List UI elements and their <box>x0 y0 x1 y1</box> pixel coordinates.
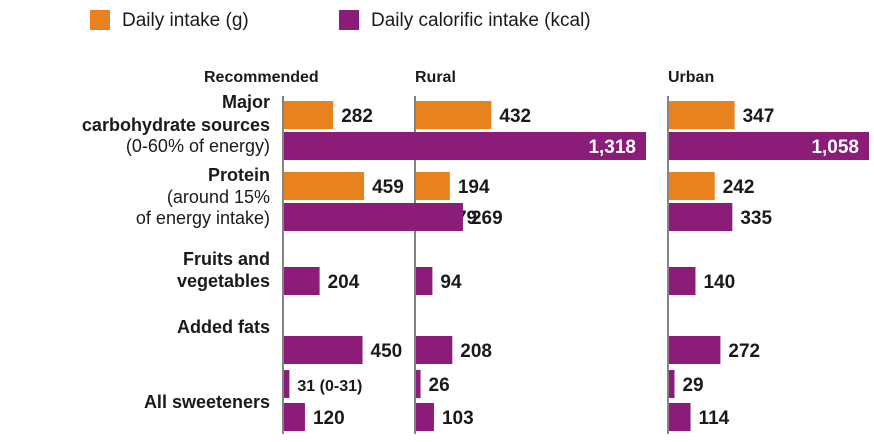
bar-carbs-intake-0-rural <box>416 101 492 129</box>
bar-carbs-intake-0-recommended <box>284 101 334 129</box>
category-label-fats-line-0: Added fats <box>177 317 270 337</box>
category-label-carbs-line-2: (0-60% of energy) <box>126 136 270 156</box>
bar-sweeteners-calories-1-rural <box>416 403 434 431</box>
value-label-protein-intake-0-recommended: 459 <box>372 177 404 198</box>
value-label-sweeteners-calories-0-recommended: 31 (0-31) <box>297 378 362 395</box>
value-label-carbs-intake-0-rural: 432 <box>499 106 531 127</box>
bar-carbs-intake-0-urban <box>669 101 735 129</box>
value-label-protein-calories-1-rural: 269 <box>471 208 503 229</box>
bar-fruits-calories-0-recommended <box>284 267 320 295</box>
category-label-carbs-line-0: Major <box>222 92 270 112</box>
value-label-protein-intake-0-urban: 242 <box>723 177 755 198</box>
category-label-sweeteners-line-0: All sweeteners <box>144 392 270 412</box>
value-label-sweeteners-calories-1-urban: 114 <box>699 408 730 429</box>
bar-protein-calories-1-rural <box>416 203 463 231</box>
legend-label-intake: Daily intake (g) <box>122 10 249 31</box>
value-label-fats-calories-0-rural: 208 <box>460 341 492 362</box>
value-label-fats-calories-0-recommended: 450 <box>371 341 403 362</box>
bar-fats-calories-0-urban <box>669 336 721 364</box>
category-label-protein-line-1: (around 15% <box>167 187 270 207</box>
bar-sweeteners-calories-0-rural <box>416 370 421 398</box>
panel-header-recommended: Recommended <box>204 69 319 86</box>
value-label-protein-calories-1-urban: 335 <box>740 208 772 229</box>
legend-swatch-intake <box>90 10 110 30</box>
value-label-fats-calories-0-urban: 272 <box>728 341 760 362</box>
bar-carbs-calories-1-rural <box>416 132 646 160</box>
bar-protein-intake-0-urban <box>669 172 715 200</box>
bar-sweeteners-calories-1-urban <box>669 403 691 431</box>
bar-sweeteners-calories-1-recommended <box>284 403 305 431</box>
category-label-protein-line-2: of energy intake) <box>136 208 270 228</box>
value-label-carbs-calories-1-rural: 1,318 <box>588 137 636 158</box>
value-label-protein-intake-0-rural: 194 <box>458 177 490 198</box>
bar-protein-calories-1-recommended <box>284 203 438 231</box>
value-label-sweeteners-calories-1-recommended: 120 <box>313 408 345 429</box>
bar-fats-calories-0-rural <box>416 336 453 364</box>
category-label-carbs-line-1: carbohydrate sources <box>82 115 270 135</box>
bar-carbs-calories-1-urban <box>669 132 869 160</box>
value-label-fruits-calories-0-rural: 94 <box>440 272 462 293</box>
bar-protein-calories-1-urban <box>669 203 733 231</box>
value-label-sweeteners-calories-1-rural: 103 <box>442 408 474 429</box>
value-label-fruits-calories-0-urban: 140 <box>703 272 735 293</box>
value-label-fruits-calories-0-recommended: 204 <box>328 272 360 293</box>
category-label-protein-line-0: Protein <box>208 165 270 185</box>
legend-swatch-calories <box>339 10 359 30</box>
bar-carbs-calories-1-recommended <box>284 132 433 160</box>
value-label-carbs-intake-0-recommended: 282 <box>341 106 373 127</box>
bar-protein-intake-0-rural <box>416 172 450 200</box>
panel-header-rural: Rural <box>415 69 456 86</box>
bar-fruits-calories-0-urban <box>669 267 696 295</box>
panel-header-urban: Urban <box>668 69 714 86</box>
bar-fats-calories-0-recommended <box>284 336 363 364</box>
bar-sweeteners-calories-0-recommended <box>284 370 290 398</box>
category-label-fruits-line-1: vegetables <box>177 271 270 291</box>
value-label-sweeteners-calories-0-rural: 26 <box>429 375 450 396</box>
value-label-carbs-calories-1-urban: 1,058 <box>811 137 859 158</box>
bar-protein-intake-0-recommended <box>284 172 365 200</box>
bar-fruits-calories-0-rural <box>416 267 433 295</box>
bar-sweeteners-calories-0-urban <box>669 370 675 398</box>
value-label-sweeteners-calories-0-urban: 29 <box>682 375 703 396</box>
value-label-carbs-intake-0-urban: 347 <box>743 106 775 127</box>
category-label-fruits-line-0: Fruits and <box>183 249 270 269</box>
legend-label-calories: Daily calorific intake (kcal) <box>371 10 591 31</box>
